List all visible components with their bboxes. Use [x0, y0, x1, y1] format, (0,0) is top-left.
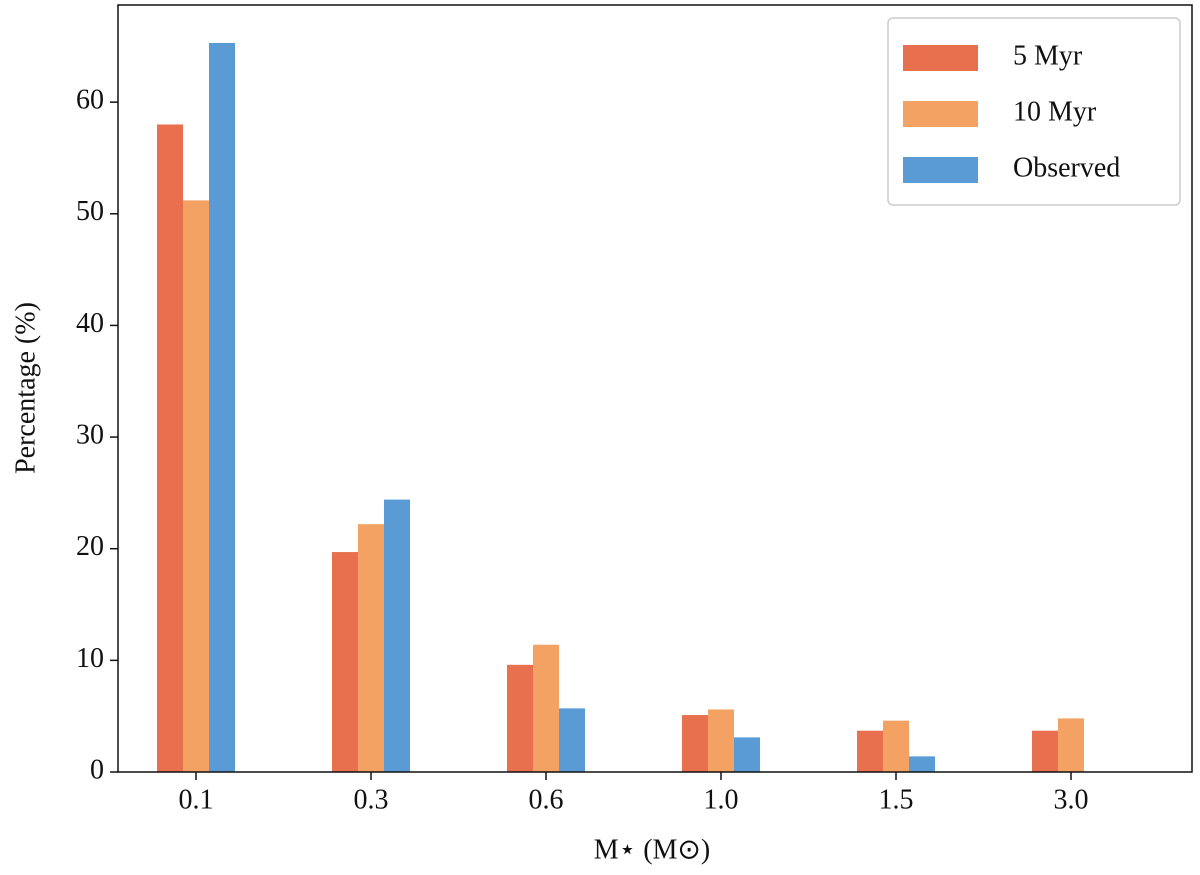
bar: [157, 124, 183, 773]
x-tick-label: 1.5: [879, 784, 914, 815]
bar: [533, 644, 559, 772]
bar: [559, 708, 585, 772]
bar: [358, 524, 384, 772]
y-tick-label: 30: [76, 419, 104, 450]
legend-swatch: [903, 45, 978, 71]
y-tick-label: 20: [76, 531, 104, 562]
x-tick-label: 0.3: [354, 784, 389, 815]
x-tick-label: 1.0: [704, 784, 739, 815]
y-tick-label: 50: [76, 196, 104, 227]
y-axis-label: Percentage (%): [10, 302, 41, 474]
x-tick-label: 0.6: [529, 784, 564, 815]
bar: [883, 720, 909, 772]
y-tick-label: 10: [76, 643, 104, 674]
x-tick-label: 3.0: [1054, 784, 1089, 815]
legend-swatch: [903, 101, 978, 127]
legend-label: 10 Myr: [1013, 96, 1097, 127]
bar: [909, 756, 935, 772]
bar: [1058, 718, 1084, 772]
legend-swatch: [903, 157, 978, 183]
bar: [734, 737, 760, 772]
legend-label: Observed: [1013, 152, 1120, 183]
bar: [183, 200, 209, 772]
bar: [857, 730, 883, 772]
bar: [209, 42, 235, 773]
bar: [708, 709, 734, 772]
bar: [332, 552, 358, 772]
legend-label: 5 Myr: [1013, 40, 1083, 71]
y-tick-label: 0: [90, 754, 104, 785]
plot-frame: [117, 4, 1193, 773]
bar: [384, 499, 410, 772]
y-tick-label: 60: [76, 85, 104, 116]
bar: [1032, 730, 1058, 772]
x-tick-label: 0.1: [179, 784, 214, 815]
bar: [682, 715, 708, 772]
x-axis-label: M⋆ (M⊙): [594, 834, 710, 865]
bar: [507, 664, 533, 772]
y-tick-label: 40: [76, 308, 104, 339]
